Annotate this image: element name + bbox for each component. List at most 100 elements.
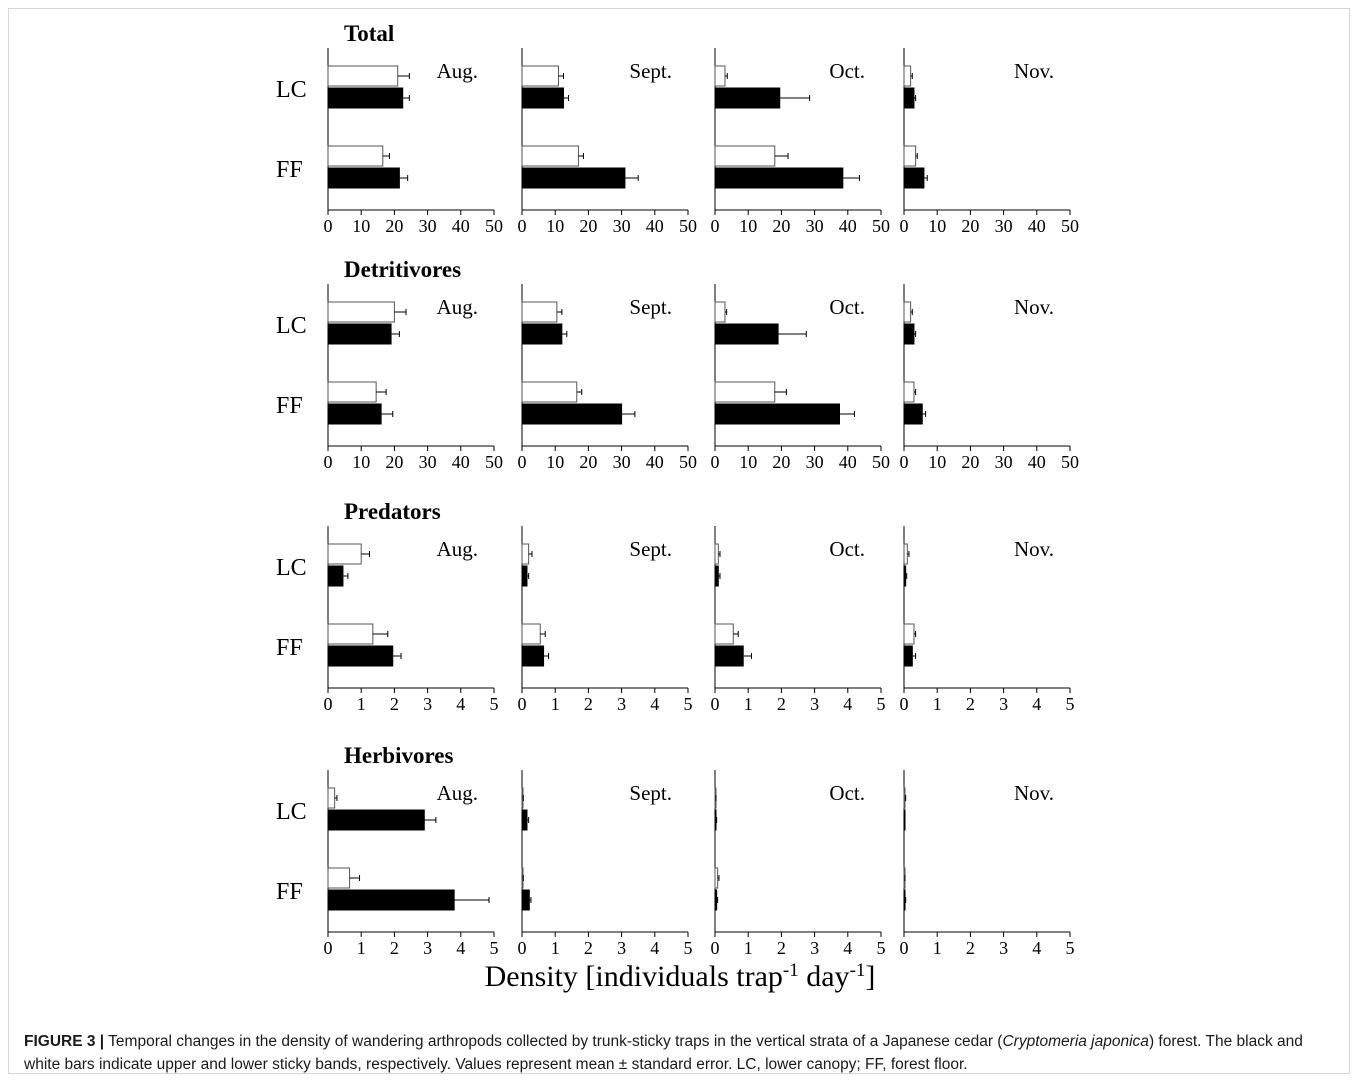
bar-lc-upper-band xyxy=(327,565,344,587)
x-tick-label: 2 xyxy=(777,694,786,714)
stratum-label-ff: FF xyxy=(276,157,303,183)
x-tick-label: 40 xyxy=(1028,216,1046,236)
stratum-label-lc: LC xyxy=(276,799,307,825)
x-axis-title-part: Density [individuals trap xyxy=(485,960,783,993)
panel-predators-3: 0 1 2 3 4 5 Oct. xyxy=(711,526,886,714)
x-tick-label: 2 xyxy=(966,938,975,958)
bar-ff-upper-band xyxy=(714,403,840,425)
panel-predators-1: 0 1 2 3 4 5 Aug. xyxy=(324,526,499,714)
month-label: Aug. xyxy=(437,781,478,805)
month-label: Sept. xyxy=(629,59,672,83)
bar-lc-lower-band xyxy=(903,787,906,809)
bar-ff-upper-band xyxy=(903,403,923,425)
bar-lc-upper-band xyxy=(521,565,528,587)
x-tick-label: 0 xyxy=(518,452,527,472)
x-tick-label: 10 xyxy=(352,216,370,236)
bar-lc-lower-band xyxy=(521,301,558,323)
x-tick-label: 40 xyxy=(839,216,857,236)
chart-group-predators: Predators LC FF 0 1 2 3 4 5 Aug. 0 1 2 3 4 5 Sept. 0 1 2 3 4 5… xyxy=(276,499,1075,714)
panel-detritivores-4: 0 10 20 30 40 50 Nov. xyxy=(900,284,1079,472)
bar-ff-upper-band xyxy=(521,645,545,667)
x-tick-label: 1 xyxy=(551,938,560,958)
x-tick-label: 4 xyxy=(456,938,465,958)
x-tick-label: 4 xyxy=(843,938,852,958)
x-tick-label: 0 xyxy=(900,452,909,472)
x-tick-label: 4 xyxy=(456,694,465,714)
caption-text-after: ) forest. The black and white bars indic… xyxy=(24,1033,1303,1073)
x-tick-label: 2 xyxy=(390,694,399,714)
month-label: Sept. xyxy=(629,537,672,561)
x-tick-label: 20 xyxy=(961,452,979,472)
x-tick-label: 0 xyxy=(900,216,909,236)
month-label: Nov. xyxy=(1014,59,1054,83)
bar-lc-lower-band xyxy=(903,543,908,565)
x-tick-label: 40 xyxy=(452,452,470,472)
x-tick-label: 10 xyxy=(928,452,946,472)
bar-lc-lower-band xyxy=(903,65,912,87)
x-tick-label: 40 xyxy=(452,216,470,236)
x-tick-label: 5 xyxy=(1066,694,1075,714)
x-tick-label: 20 xyxy=(579,216,597,236)
x-tick-label: 20 xyxy=(961,216,979,236)
bar-lc-lower-band xyxy=(327,301,395,323)
month-label: Nov. xyxy=(1014,295,1054,319)
bar-ff-lower-band xyxy=(521,145,579,167)
x-tick-label: 30 xyxy=(613,452,631,472)
x-tick-label: 5 xyxy=(490,694,499,714)
bar-ff-upper-band xyxy=(327,645,394,667)
panel-total-4: 0 10 20 30 40 50 Nov. xyxy=(900,48,1079,236)
x-tick-label: 30 xyxy=(995,216,1013,236)
x-tick-label: 50 xyxy=(1061,216,1079,236)
x-tick-label: 50 xyxy=(485,216,503,236)
bar-ff-lower-band xyxy=(327,381,377,403)
x-tick-label: 1 xyxy=(933,938,942,958)
x-tick-label: 30 xyxy=(419,216,437,236)
panel-predators-4: 0 1 2 3 4 5 Nov. xyxy=(900,526,1075,714)
x-tick-label: 10 xyxy=(546,452,564,472)
month-label: Oct. xyxy=(829,59,865,83)
bar-lc-upper-band xyxy=(714,809,717,831)
x-tick-label: 10 xyxy=(546,216,564,236)
month-label: Sept. xyxy=(629,295,672,319)
panel-detritivores-1: 0 10 20 30 40 50 Aug. xyxy=(324,284,503,472)
bar-lc-upper-band xyxy=(903,565,907,587)
chart-group-total: Total LC FF 0 10 20 30 40 50 Aug. 0 10 20 30 40 50 Sept.… xyxy=(276,21,1079,236)
stratum-label-ff: FF xyxy=(276,635,303,661)
month-label: Oct. xyxy=(829,295,865,319)
group-title: Herbivores xyxy=(344,743,453,768)
month-label: Oct. xyxy=(829,537,865,561)
x-tick-label: 50 xyxy=(485,452,503,472)
panel-herbivores-3: 0 1 2 3 4 5 Oct. xyxy=(711,770,886,958)
x-tick-label: 5 xyxy=(877,694,886,714)
x-tick-label: 1 xyxy=(357,694,366,714)
x-tick-label: 10 xyxy=(352,452,370,472)
bar-ff-upper-band xyxy=(714,889,718,911)
bar-ff-upper-band xyxy=(327,167,400,189)
panel-total-2: 0 10 20 30 40 50 Sept. xyxy=(518,48,697,236)
bar-lc-upper-band xyxy=(521,87,564,109)
x-tick-label: 1 xyxy=(744,938,753,958)
month-label: Aug. xyxy=(437,537,478,561)
bar-ff-upper-band xyxy=(521,403,623,425)
caption-label: FIGURE 3 | xyxy=(24,1033,105,1050)
x-tick-label: 30 xyxy=(806,216,824,236)
panel-herbivores-2: 0 1 2 3 4 5 Sept. xyxy=(518,770,693,958)
x-tick-label: 50 xyxy=(679,452,697,472)
stratum-label-lc: LC xyxy=(276,555,307,581)
x-tick-label: 20 xyxy=(385,216,403,236)
caption-text-before: Temporal changes in the density of wande… xyxy=(104,1033,1003,1050)
x-tick-label: 3 xyxy=(999,694,1008,714)
x-tick-label: 20 xyxy=(385,452,403,472)
bar-lc-upper-band xyxy=(327,87,404,109)
x-tick-label: 5 xyxy=(684,938,693,958)
x-tick-label: 40 xyxy=(839,452,857,472)
bar-ff-upper-band xyxy=(714,645,744,667)
chart-group-herbivores: Herbivores LC FF 0 1 2 3 4 5 Aug. 0 1 2 3 4 5 Sept. 0 1 2 3 4… xyxy=(276,743,1075,958)
x-tick-label: 4 xyxy=(1032,694,1041,714)
x-tick-label: 1 xyxy=(744,694,753,714)
bar-ff-lower-band xyxy=(903,623,915,645)
x-tick-label: 0 xyxy=(518,938,527,958)
bar-ff-lower-band xyxy=(327,145,384,167)
bar-ff-lower-band xyxy=(903,145,917,167)
x-tick-label: 30 xyxy=(613,216,631,236)
